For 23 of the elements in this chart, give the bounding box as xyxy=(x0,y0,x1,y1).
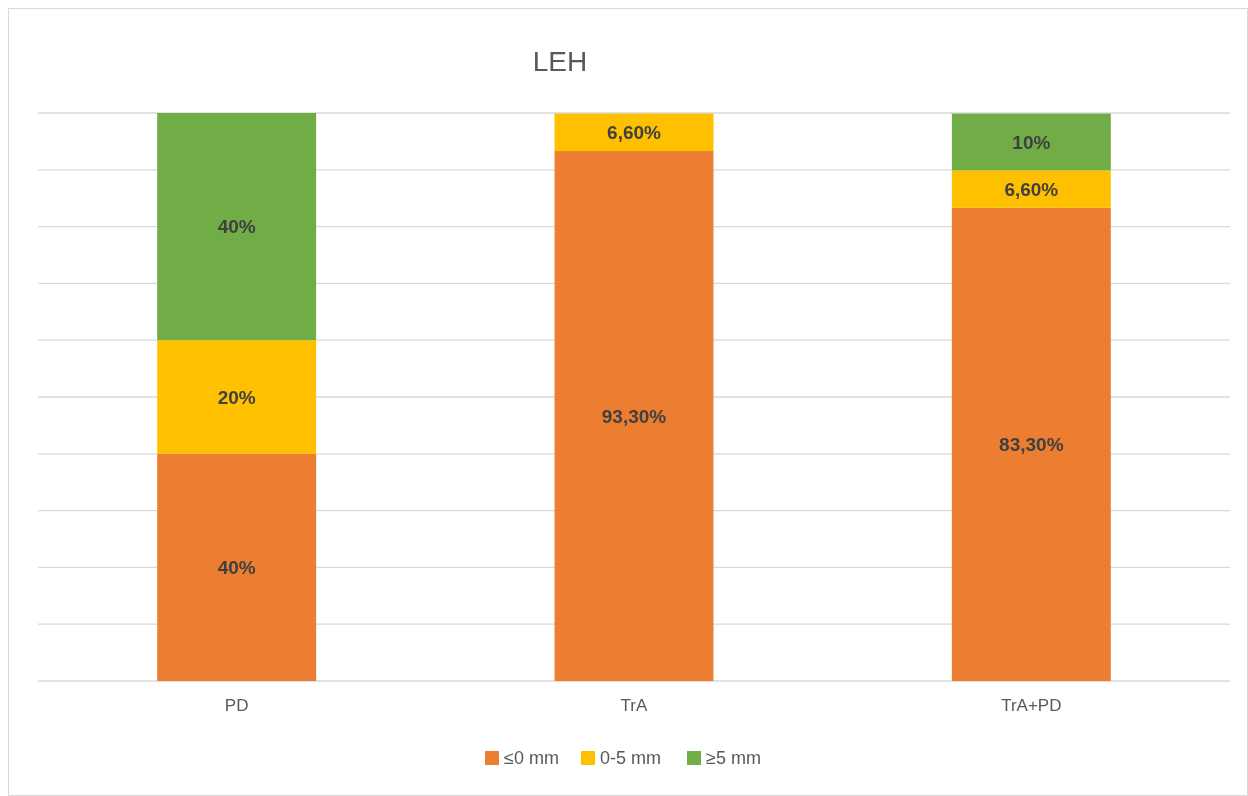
bar xyxy=(157,113,317,341)
bar xyxy=(951,113,1111,171)
x-tick-label: PD xyxy=(224,696,249,715)
legend-label: ≥5 mm xyxy=(706,748,761,769)
data-label: 40% xyxy=(217,216,256,238)
legend-label: ≤0 mm xyxy=(504,748,559,769)
chart-title: LEH xyxy=(532,46,588,77)
legend-label: 0-5 mm xyxy=(600,748,662,769)
bar xyxy=(554,113,714,152)
bar xyxy=(157,340,317,454)
data-label: 10% xyxy=(1012,131,1051,153)
bar xyxy=(951,207,1111,681)
data-label: 20% xyxy=(217,386,256,408)
bar xyxy=(157,453,317,681)
data-label: 93,30% xyxy=(601,405,667,427)
x-tick-label: TrA+PD xyxy=(1001,696,1062,715)
data-label: 40% xyxy=(217,557,256,579)
x-tick-label: TrA xyxy=(620,696,649,715)
bar xyxy=(554,151,714,681)
data-label: 6,60% xyxy=(607,121,662,143)
bar xyxy=(951,170,1111,208)
data-label: 6,60% xyxy=(1004,178,1059,200)
data-label: 83,30% xyxy=(999,434,1064,456)
